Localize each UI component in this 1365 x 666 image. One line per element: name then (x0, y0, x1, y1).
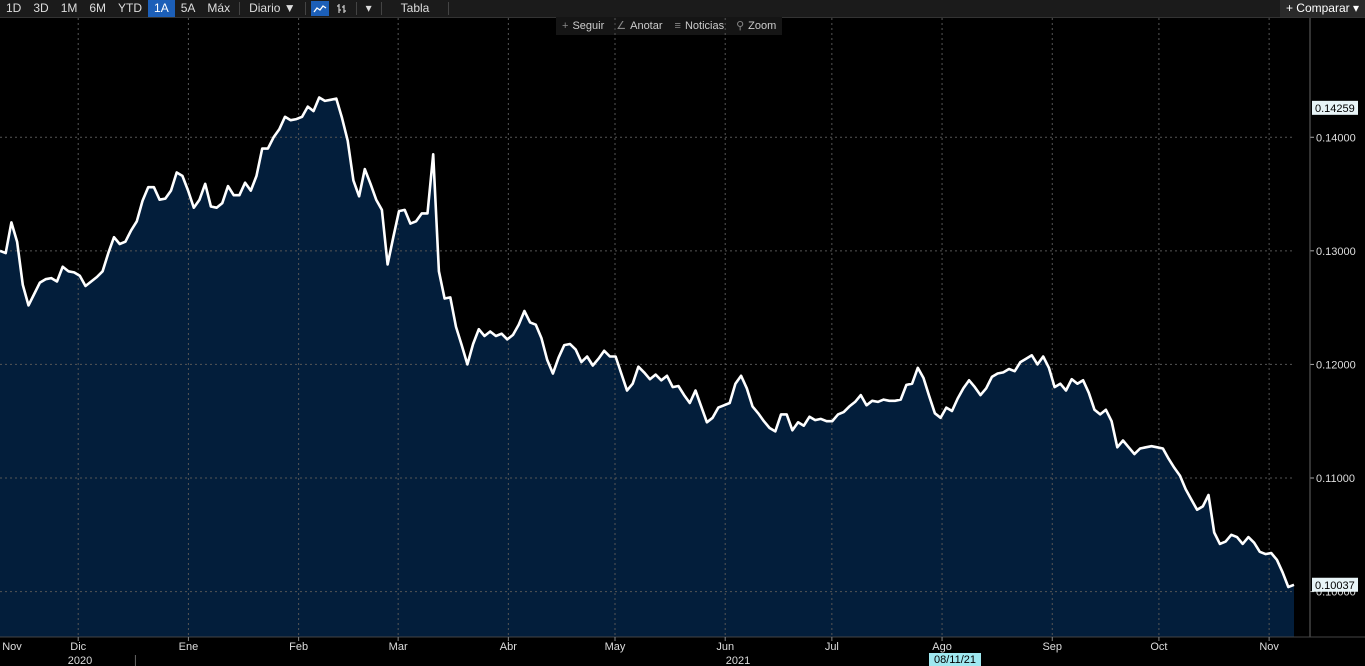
x-tick-label: Oct (1150, 641, 1167, 653)
range-6m-button[interactable]: 6M (89, 1, 107, 15)
pencil-icon: ∠ (616, 20, 627, 32)
x-tick-label: Nov (2, 641, 22, 653)
news-icon: ≡ (674, 20, 681, 32)
follow-label: Seguir (572, 20, 605, 32)
x-tick-label: Mar (389, 641, 408, 653)
annotate-tool[interactable]: ∠ Anotar (610, 17, 668, 35)
high-value-label: 0.14259 (1315, 103, 1355, 115)
news-tool[interactable]: ≡ Noticias (669, 17, 731, 35)
year-label-2021: 2021 (726, 655, 750, 666)
toolbar-divider (380, 2, 382, 15)
x-tick-label: Sep (1042, 641, 1062, 653)
cursor-date-box (929, 653, 981, 666)
last-value-label-box (1312, 577, 1358, 592)
toolbar: 1D 3D 1M 6M YTD 1A 5A Máx Diario ▼ ▾ Tab… (0, 0, 1365, 18)
toolbar-divider (304, 2, 306, 15)
y-tick-label: 0.12000 (1316, 359, 1356, 371)
chart-type-dropdown-icon[interactable]: ▾ (365, 1, 372, 15)
x-tick-label: Nov (1259, 641, 1279, 653)
toolbar-divider (448, 2, 450, 15)
year-label-2020: 2020 (68, 655, 92, 666)
area-fill (0, 97, 1294, 637)
chart-tools: + Seguir ∠ Anotar ≡ Noticias ⚲ Zoom (556, 17, 783, 35)
range-5a-button[interactable]: 5A (180, 1, 196, 15)
range-1d-button[interactable]: 1D (6, 1, 22, 15)
range-3d-button[interactable]: 3D (33, 1, 49, 15)
range-max-button[interactable]: Máx (207, 1, 231, 15)
compare-button[interactable]: + Comparar ▾ (1279, 0, 1365, 17)
cursor-date-label: 08/11/21 (934, 654, 976, 666)
x-tick-label: Feb (289, 641, 308, 653)
table-button[interactable]: Tabla (400, 1, 430, 15)
line-chart-icon[interactable] (310, 1, 329, 16)
crosshair-icon: + (562, 20, 569, 32)
zoom-tool[interactable]: ⚲ Zoom (730, 17, 782, 35)
toolbar-divider (355, 2, 357, 15)
x-tick-label: Jul (825, 641, 839, 653)
last-value-label: 0.10037 (1315, 580, 1355, 592)
high-value-label-box (1312, 100, 1358, 115)
x-tick-label: Abr (500, 641, 517, 653)
range-1a-button[interactable]: 1A (148, 0, 175, 17)
ohlc-chart-icon[interactable] (333, 1, 351, 16)
price-line (0, 96, 1295, 589)
range-ytd-button[interactable]: YTD (118, 1, 143, 15)
y-tick-label: 0.13000 (1316, 246, 1356, 258)
range-1m-button[interactable]: 1M (60, 1, 78, 15)
interval-dropdown[interactable]: Diario ▼ (249, 1, 296, 15)
y-tick-label: 0.14000 (1316, 132, 1356, 144)
x-tick-label: Ene (179, 641, 199, 653)
magnifier-icon: ⚲ (736, 20, 745, 32)
x-tick-label: May (605, 641, 626, 653)
annotate-label: Anotar (630, 20, 663, 32)
x-tick-label: Ago (932, 641, 952, 653)
follow-tool[interactable]: + Seguir (556, 17, 610, 35)
zoom-label: Zoom (748, 20, 777, 32)
y-tick-label: 0.11000 (1316, 473, 1355, 485)
news-label: Noticias (684, 20, 725, 32)
x-tick-label: Jun (716, 641, 734, 653)
x-tick-label: Dic (70, 641, 86, 653)
toolbar-divider (239, 2, 241, 15)
